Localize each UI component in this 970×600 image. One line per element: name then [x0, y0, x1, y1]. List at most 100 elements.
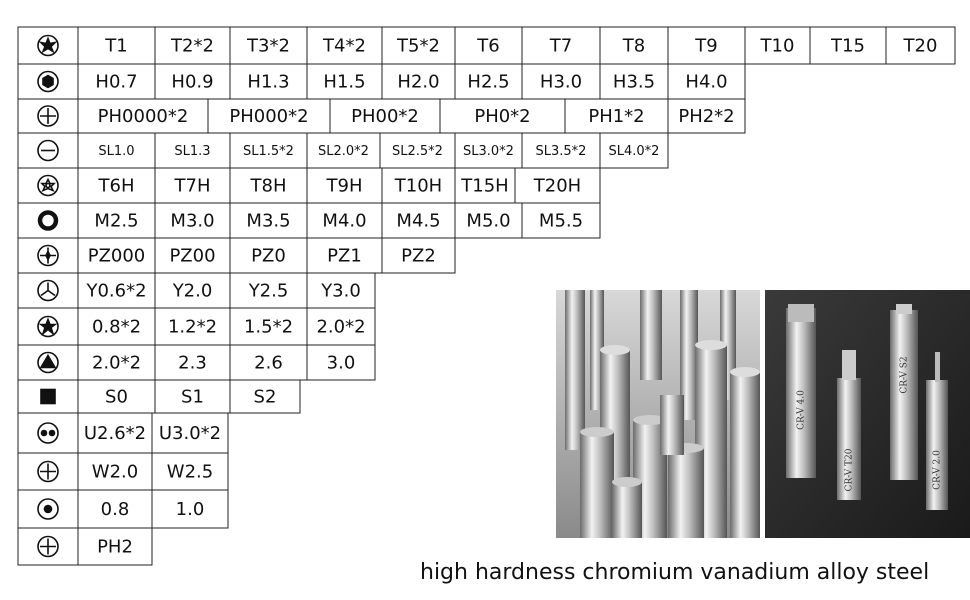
cell-label: 2.6	[254, 353, 283, 374]
cell-label: S2	[254, 387, 277, 408]
bit-icon	[37, 422, 59, 444]
icon-cell	[17, 167, 79, 204]
cell	[454, 132, 523, 169]
cell	[77, 63, 156, 100]
bit-icon	[37, 498, 59, 520]
cell-label: T15	[830, 36, 865, 57]
cell-label: M4.5	[396, 211, 440, 232]
cell-label: H0.7	[95, 72, 137, 93]
cell-label: H2.0	[397, 72, 439, 93]
cell-label: T3*2	[246, 36, 290, 57]
cell-label: 1.5*2	[244, 317, 293, 338]
cell-label: M5.5	[539, 211, 583, 232]
bit-icon	[37, 315, 59, 338]
cell	[306, 26, 383, 65]
cell	[77, 98, 209, 134]
cell	[306, 307, 376, 346]
cell	[454, 167, 516, 204]
cell	[514, 167, 601, 204]
cell-label: M3.5	[246, 211, 290, 232]
cell	[306, 167, 383, 204]
icon-part	[37, 244, 59, 267]
cell-label: 2.3	[178, 353, 207, 374]
cell-label: T7	[549, 36, 572, 57]
caption: high hardness chromium vanadium alloy st…	[420, 560, 929, 585]
cell-label: T1	[104, 36, 127, 57]
icon-part	[37, 34, 59, 57]
cell	[229, 26, 308, 65]
cell-label: M2.5	[94, 211, 138, 232]
bit-engraving: CR-V 4.0	[797, 390, 807, 430]
icon-part	[43, 504, 53, 514]
cell	[329, 98, 441, 134]
cell-label: PZ1	[327, 246, 362, 267]
cell-label: T10H	[394, 176, 442, 197]
icon-part	[40, 463, 56, 480]
bit-icon	[37, 174, 59, 197]
cell-label: SL3.5*2	[536, 144, 587, 159]
cell-label: SL1.0	[98, 144, 134, 159]
cell	[521, 132, 601, 169]
cell-label: H2.5	[467, 72, 509, 93]
cell-label: PZ2	[401, 246, 436, 267]
cell	[77, 344, 156, 381]
cell	[77, 489, 153, 529]
cell	[77, 26, 156, 65]
cell-label: T20	[903, 36, 938, 57]
cell-label: H4.0	[685, 72, 727, 93]
cell-label: T9	[694, 36, 717, 57]
cell-label: W2.5	[167, 462, 213, 483]
cell-label: PZ000	[88, 246, 146, 267]
cell-label: S1	[181, 387, 204, 408]
cell	[229, 272, 308, 309]
icon-part	[40, 538, 56, 555]
bit-engraving: CR-V T20	[845, 448, 855, 491]
bit-icon	[37, 460, 59, 483]
rods	[565, 290, 760, 538]
cell	[229, 63, 308, 100]
icon-part	[37, 139, 59, 162]
cell-label: SL1.3	[174, 144, 210, 159]
cell-label: 0.8	[101, 499, 130, 520]
cell-label: 1.0	[176, 499, 205, 520]
cell-label: PZ00	[169, 246, 215, 267]
cell-label: 2.0*2	[316, 317, 365, 338]
cell	[154, 344, 231, 381]
cell-label: M4.0	[322, 211, 366, 232]
cell	[229, 344, 308, 381]
icon-part	[37, 279, 59, 302]
cell-label: M3.0	[170, 211, 214, 232]
cell	[229, 379, 301, 414]
cell-label: W2.0	[92, 462, 138, 483]
cell-label: H1.5	[323, 72, 365, 93]
cell-label: Y2.5	[248, 281, 289, 302]
cell	[77, 412, 153, 454]
cell	[667, 26, 746, 65]
cell-label: SL3.0*2	[463, 144, 514, 159]
icon-part	[37, 498, 59, 520]
cell	[454, 202, 523, 239]
cell-label: 1.2*2	[168, 317, 217, 338]
icon-part	[37, 210, 59, 231]
cell	[744, 26, 811, 65]
bit-icon	[37, 244, 59, 267]
cell-label: T15H	[460, 176, 508, 197]
cell-label: PH00*2	[351, 106, 419, 127]
cell-label: H3.5	[613, 72, 655, 93]
cell-label: T2*2	[170, 36, 214, 57]
cell	[77, 132, 156, 169]
cell	[229, 202, 308, 239]
cell	[154, 202, 231, 239]
icon-part	[40, 282, 56, 297]
cell	[454, 63, 523, 100]
bit-icon	[37, 279, 59, 302]
cell	[154, 63, 231, 100]
icon-part	[37, 422, 59, 444]
icon-part	[40, 108, 56, 124]
cell	[599, 63, 669, 100]
cell-label: T7H	[174, 176, 211, 197]
icon-part	[37, 460, 59, 483]
icon-part	[37, 315, 59, 338]
cell-label: T6	[476, 36, 499, 57]
